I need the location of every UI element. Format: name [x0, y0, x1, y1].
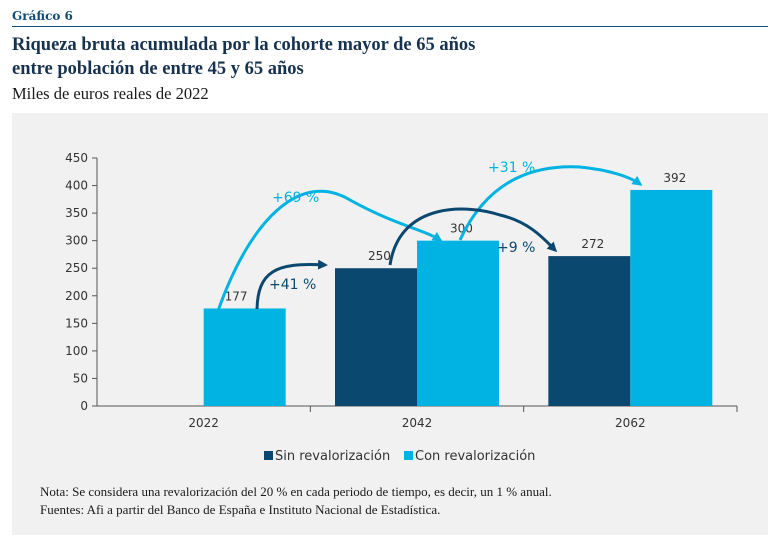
y-tick-label: 0 [80, 399, 88, 413]
bar-con-2062 [630, 189, 713, 406]
arrow-plus31 [458, 165, 643, 241]
data-label: 392 [663, 171, 686, 185]
arrow-plus9 [388, 207, 558, 266]
x-tick-label: 2062 [615, 416, 646, 430]
figure-label: Gráfico 6 [12, 9, 73, 23]
y-tick-label: 250 [65, 261, 88, 275]
x-tick-label: 2022 [188, 416, 219, 430]
y-tick-label: 150 [65, 316, 88, 330]
y-tick-label: 300 [65, 234, 88, 248]
bar-sin-2042 [335, 268, 417, 406]
y-tick-label: 100 [65, 344, 88, 358]
data-label: 177 [225, 289, 248, 303]
annotation-plus9: +9 % [497, 240, 535, 256]
annotation-plus31: +31 % [488, 160, 535, 176]
legend-label-sin: Sin revalorización [275, 449, 390, 464]
bar-sin-2062 [548, 256, 631, 406]
y-axis: 0 50 100 150 200 250 300 350 400 450 2022 2042 2062 [65, 151, 738, 430]
legend-swatch-sin [264, 451, 273, 460]
chart-subtitle: Miles de euros reales de 2022 [12, 84, 209, 103]
y-tick-label: 200 [65, 289, 88, 303]
annotation-plus69: +69 % [272, 190, 319, 206]
arrow-plus41 [255, 259, 328, 310]
legend: Sin revalorización Con revalorización [264, 449, 535, 464]
y-tick-label: 400 [65, 179, 88, 193]
chart-title: Riqueza bruta acumulada por la cohorte m… [12, 33, 732, 81]
legend-label-con: Con revalorización [415, 449, 535, 464]
top-rule [12, 26, 768, 27]
bar-con-2022 [203, 308, 286, 406]
title-line-1: Riqueza bruta acumulada por la cohorte m… [12, 35, 476, 55]
bar-con-2042 [417, 240, 499, 406]
y-tick-label: 50 [73, 371, 88, 385]
x-tick-label: 2042 [402, 416, 433, 430]
sources-text: Fuentes: Afi a partir del Banco de Españ… [40, 502, 441, 517]
title-line-2: entre población de entre 45 y 65 años [12, 59, 304, 79]
data-label: 272 [581, 237, 604, 251]
y-tick-label: 350 [65, 206, 88, 220]
legend-swatch-con [404, 451, 413, 460]
annotation-plus41: +41 % [269, 277, 316, 293]
y-tick-label: 450 [65, 151, 88, 165]
growth-arrows [216, 165, 643, 312]
arrow-plus69 [216, 189, 443, 312]
note-text: Nota: Se considera una revalorización de… [40, 484, 552, 499]
data-label: 250 [368, 249, 391, 263]
